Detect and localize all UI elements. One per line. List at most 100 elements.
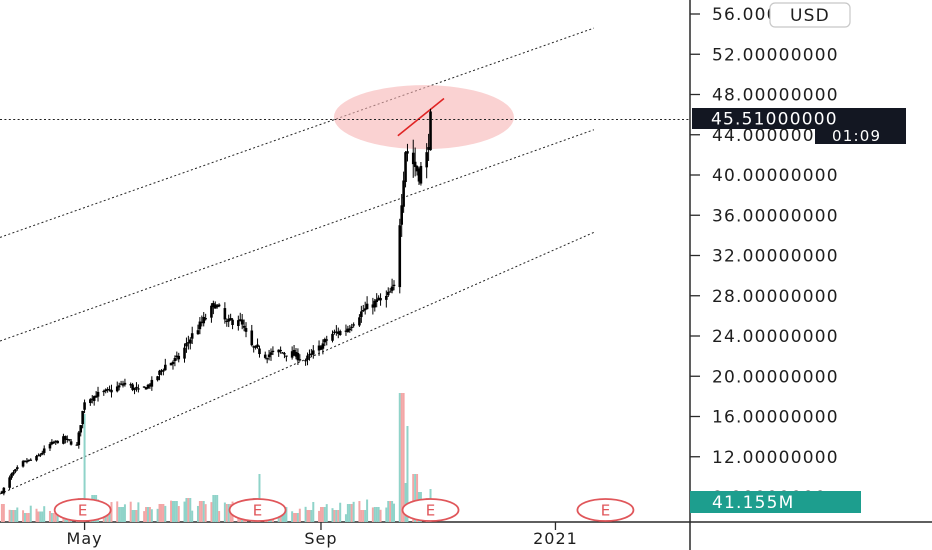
price-bar-body: [190, 333, 194, 339]
volume-bar: [325, 504, 328, 522]
volume-bar: [366, 499, 369, 522]
earnings-marker-badge[interactable]: [228, 498, 287, 522]
volume-bar: [283, 510, 286, 522]
price-bar-body: [50, 441, 54, 445]
price-bar-body: [92, 396, 96, 401]
price-bar-body: [294, 352, 298, 357]
price-bar-body: [160, 370, 163, 372]
price-bar-body: [385, 295, 388, 300]
volume-bar: [294, 513, 297, 522]
volume-bar: [304, 506, 307, 522]
price-bar-body: [200, 321, 204, 323]
price-bar-body: [123, 382, 127, 385]
earnings-marker-badge[interactable]: [401, 498, 460, 522]
currency-button-frame[interactable]: [769, 2, 851, 28]
volume-bar: [352, 501, 355, 522]
price-bar-body: [39, 454, 42, 456]
price-bar-body: [344, 330, 348, 332]
volume-bar: [223, 502, 226, 522]
price-tick-label: 12.00000000: [712, 448, 839, 468]
price-bar-body: [331, 333, 334, 341]
price-bar-body: [81, 410, 84, 425]
earnings-marker-badge[interactable]: [576, 498, 635, 522]
volume-bar: [385, 507, 388, 522]
volume-bar: [227, 504, 230, 522]
price-bar-body: [42, 448, 46, 453]
price-bar-body: [119, 383, 123, 385]
price-tick-label: 20.00000000: [712, 367, 839, 387]
price-bar-body: [375, 299, 379, 303]
volume-bar: [339, 502, 342, 522]
volume-bar: [116, 501, 119, 522]
price-bar-body: [217, 304, 221, 307]
volume-bar: [129, 501, 132, 522]
price-bar-body: [388, 291, 392, 293]
earnings-marker[interactable]: E: [228, 498, 287, 522]
volume-bar: [183, 501, 186, 522]
currency-button[interactable]: USD: [769, 2, 851, 28]
price-bar-body: [271, 350, 275, 353]
earnings-marker-badge[interactable]: [53, 498, 112, 522]
volume-bar: [164, 505, 167, 522]
price-bar-body: [335, 331, 338, 333]
volume-bar: [2, 504, 5, 522]
price-bar-body: [263, 354, 267, 358]
price-bar-body: [133, 387, 136, 391]
price-bar-body: [163, 364, 167, 371]
volume-bar: [123, 504, 126, 522]
channel-line-lower[interactable]: [0, 231, 595, 495]
price-bar-body: [283, 353, 286, 355]
price-bar-body: [325, 339, 329, 341]
price-bar-body: [352, 324, 355, 326]
volume-bar: [402, 393, 405, 522]
price-bar-body: [231, 319, 234, 325]
volume-bar: [333, 510, 336, 522]
volume-bar: [296, 513, 299, 522]
earnings-marker-label: E: [253, 502, 262, 520]
volume-bar: [12, 510, 15, 522]
price-bar-body: [110, 389, 113, 393]
price-bar-body: [158, 370, 161, 375]
volume-bar: [158, 504, 161, 522]
volume-bar: [258, 474, 261, 522]
time-tick-label: May: [67, 529, 103, 548]
volume-bar: [377, 507, 380, 522]
channel-line-upper[interactable]: [0, 27, 595, 238]
price-bar-body: [108, 389, 111, 391]
price-bar-body: [290, 351, 294, 358]
price-bar-body: [402, 180, 405, 207]
price-bar-body: [15, 467, 19, 469]
highlight-ellipse: [333, 85, 514, 150]
earnings-marker[interactable]: E: [53, 498, 112, 522]
highlight-trendline[interactable]: [397, 97, 445, 137]
earnings-marker[interactable]: E: [576, 498, 635, 522]
volume-bar: [54, 513, 57, 522]
volume-bar: [412, 474, 415, 522]
price-bar-body: [411, 152, 415, 165]
currency-button-label[interactable]: USD: [790, 6, 830, 26]
earnings-marker[interactable]: E: [401, 498, 460, 522]
price-bar-body: [417, 168, 421, 182]
price-bar-body: [215, 305, 219, 308]
price-bar-body: [144, 387, 148, 390]
volume-bar: [14, 510, 17, 522]
price-bar-body: [67, 439, 71, 441]
time-axis-ticks[interactable]: May Sep 2021: [67, 522, 578, 548]
volume-bar: [177, 506, 180, 522]
price-bar-body: [129, 384, 132, 386]
parallel-channel[interactable]: [0, 27, 595, 495]
price-bar-body: [361, 310, 365, 312]
volume-bar: [50, 513, 53, 522]
price-bar-body: [311, 350, 315, 355]
volume-bar: [218, 511, 221, 522]
price-bar-body: [104, 389, 108, 392]
volume-bar: [171, 501, 174, 522]
price-axis-ticks[interactable]: 56.0000000052.0000000048.0000000044.0000…: [690, 5, 839, 508]
price-bar-body: [89, 399, 92, 404]
price-tick-label: 36.00000000: [712, 206, 839, 226]
channel-line-middle[interactable]: [0, 129, 595, 342]
price-bar-body: [400, 205, 403, 225]
price-bar-body: [227, 318, 231, 322]
